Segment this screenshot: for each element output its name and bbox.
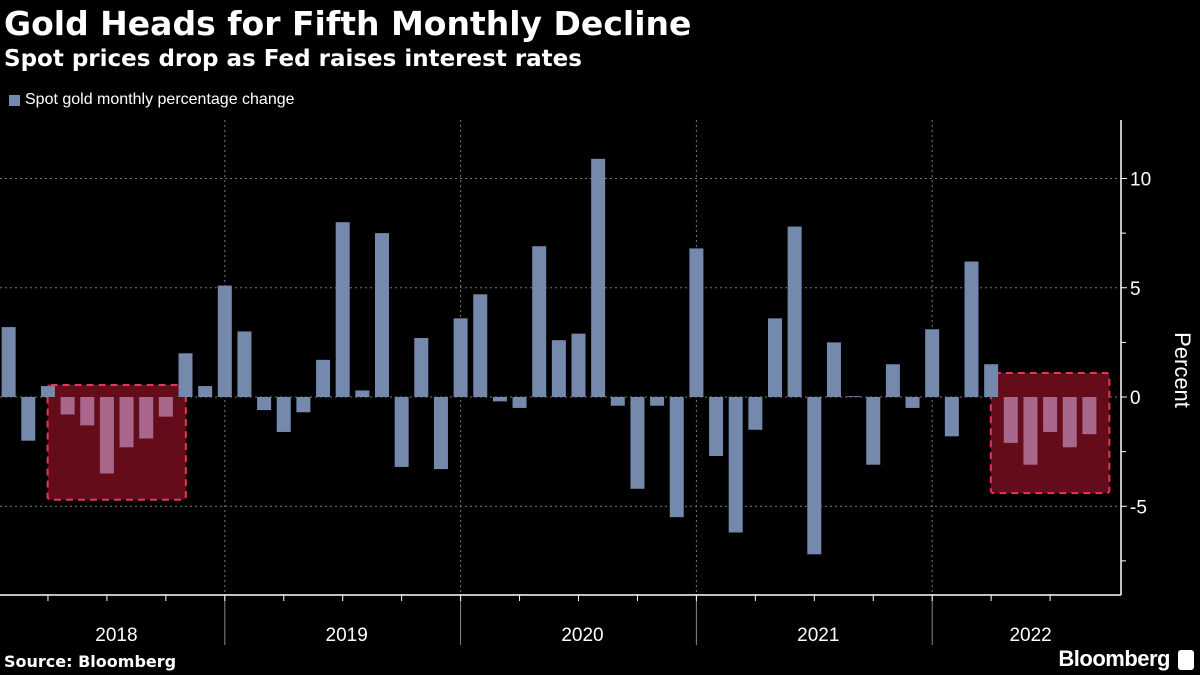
bar-2018-10	[178, 353, 193, 397]
bar-2022-07	[1062, 397, 1077, 448]
bar-2020-04	[532, 246, 547, 397]
highlight-box	[989, 371, 1111, 495]
bar-2019-05	[316, 359, 331, 397]
bar-2019-04	[296, 397, 311, 413]
bar-2020-03	[512, 397, 527, 408]
bar-2021-11	[905, 397, 920, 408]
bar-2020-12	[689, 248, 704, 397]
bar-2020-08	[610, 397, 625, 406]
source-note: Source: Bloomberg	[4, 652, 177, 671]
bar-2019-09	[394, 397, 409, 467]
bar-2021-04	[768, 318, 782, 397]
bar-2021-07	[826, 342, 841, 397]
x-tick-label: 2021	[797, 625, 839, 646]
bar-2022-05	[1023, 397, 1038, 465]
bar-2021-09	[866, 397, 881, 465]
bar-2018-08	[139, 397, 154, 439]
legend-swatch	[9, 94, 20, 106]
bar-2018-06	[99, 397, 114, 474]
bar-2019-11	[433, 397, 448, 470]
bar-2018-04	[60, 397, 75, 415]
bar-2020-01	[473, 294, 488, 397]
y-tick-label: 5	[1130, 279, 1141, 300]
bar-2019-02	[257, 397, 272, 411]
bar-2018-02	[21, 397, 36, 441]
bar-2020-07	[591, 158, 606, 397]
bar-2019-07	[355, 390, 370, 397]
bar-2018-12	[217, 285, 232, 397]
chart-title: Gold Heads for Fifth Monthly Decline	[4, 4, 692, 43]
bar-2021-06	[807, 397, 822, 555]
bar-2022-08	[1082, 397, 1097, 435]
legend-label: Spot gold monthly percentage change	[25, 91, 295, 108]
bloomberg-logo: Bloomberg	[1058, 646, 1170, 671]
bar-2021-12	[925, 329, 940, 397]
bar-2018-01	[1, 327, 16, 397]
bar-2021-10	[885, 364, 900, 397]
bar-2020-11	[669, 397, 684, 518]
y-tick-label: 10	[1130, 170, 1151, 191]
bar-2020-02	[492, 397, 507, 402]
bar-2018-11	[198, 386, 213, 397]
x-tick-label: 2018	[95, 625, 137, 646]
bar-2022-04	[1003, 397, 1018, 443]
bar-2018-07	[119, 397, 134, 448]
y-axis-label: Percent	[1170, 332, 1195, 408]
bar-2021-05	[787, 226, 802, 397]
bar-2019-10	[414, 338, 429, 397]
bar-2021-02	[728, 397, 743, 533]
bar-2021-03	[748, 397, 763, 430]
bar-2022-02	[964, 261, 979, 397]
bar-2020-05	[551, 340, 566, 397]
bar-2019-08	[375, 233, 389, 397]
bar-2019-03	[276, 397, 291, 432]
bar-2018-09	[158, 397, 173, 417]
bar-2022-03	[984, 364, 999, 397]
bloomberg-terminal-icon	[1178, 650, 1194, 670]
x-tick-label: 2020	[561, 625, 603, 646]
bar-2022-01	[944, 397, 959, 437]
bar-2021-08	[846, 396, 861, 397]
bar-2022-06	[1043, 397, 1058, 432]
x-tick-label: 2019	[326, 625, 368, 646]
bar-2020-06	[571, 333, 586, 397]
legend: Spot gold monthly percentage change	[9, 91, 295, 109]
y-tick-label: -5	[1130, 497, 1147, 518]
bar-2018-05	[80, 397, 95, 426]
bar-2021-01	[709, 397, 724, 456]
bar-2019-12	[453, 318, 468, 397]
x-tick-label: 2022	[1009, 625, 1051, 646]
bar-2020-09	[630, 397, 645, 489]
chart-subtitle: Spot prices drop as Fed raises interest …	[4, 46, 582, 72]
bar-2018-03	[40, 386, 55, 397]
bar-2019-01	[237, 331, 252, 397]
y-tick-label: 0	[1130, 388, 1141, 409]
bar-2019-06	[335, 222, 350, 397]
bar-2020-10	[650, 397, 665, 406]
